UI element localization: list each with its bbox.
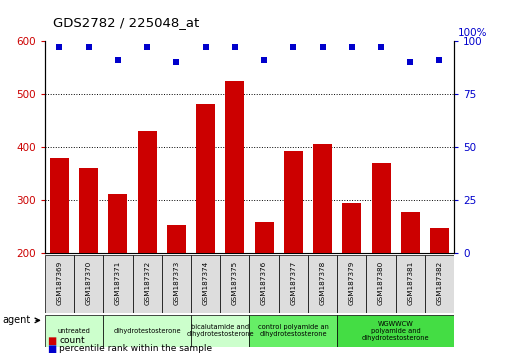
Point xyxy=(435,57,444,63)
Point xyxy=(55,44,64,50)
Point xyxy=(231,44,239,50)
Bar xyxy=(337,315,454,347)
Text: ■: ■ xyxy=(48,344,57,354)
Point xyxy=(260,57,268,63)
Bar xyxy=(372,163,391,253)
Text: GSM187382: GSM187382 xyxy=(437,261,442,305)
Text: WGWWCW
polyamide and
dihydrotestosterone: WGWWCW polyamide and dihydrotestosterone xyxy=(362,321,429,341)
Bar xyxy=(45,315,103,347)
Text: percentile rank within the sample: percentile rank within the sample xyxy=(59,344,212,353)
Bar xyxy=(79,168,98,253)
Bar xyxy=(425,255,454,313)
Text: 100%: 100% xyxy=(458,28,488,38)
Text: control polyamide an
dihydrotestosterone: control polyamide an dihydrotestosterone xyxy=(258,325,329,337)
Text: GSM187376: GSM187376 xyxy=(261,261,267,305)
Text: GSM187377: GSM187377 xyxy=(290,261,296,305)
Bar xyxy=(133,255,162,313)
Text: GSM187372: GSM187372 xyxy=(144,261,150,305)
Bar xyxy=(138,131,157,253)
Bar xyxy=(220,255,250,313)
Text: GSM187381: GSM187381 xyxy=(407,261,413,305)
Point xyxy=(143,44,152,50)
Text: count: count xyxy=(59,336,85,345)
Point xyxy=(318,44,327,50)
Bar xyxy=(279,255,308,313)
Bar xyxy=(191,315,249,347)
Bar xyxy=(50,158,69,253)
Bar xyxy=(103,255,133,313)
Bar xyxy=(401,212,420,253)
Text: GSM187370: GSM187370 xyxy=(86,261,92,305)
Text: GSM187380: GSM187380 xyxy=(378,261,384,305)
Text: GDS2782 / 225048_at: GDS2782 / 225048_at xyxy=(53,16,199,29)
Bar xyxy=(249,315,337,347)
Bar xyxy=(366,255,395,313)
Bar xyxy=(45,255,74,313)
Bar xyxy=(103,315,191,347)
Bar xyxy=(342,202,361,253)
Text: dihydrotestosterone: dihydrotestosterone xyxy=(114,328,181,334)
Point xyxy=(114,57,122,63)
Bar xyxy=(254,222,274,253)
Bar xyxy=(308,255,337,313)
Point xyxy=(84,44,93,50)
Text: bicalutamide and
dihydrotestosterone: bicalutamide and dihydrotestosterone xyxy=(186,325,254,337)
Point xyxy=(406,59,414,65)
Point xyxy=(172,59,181,65)
Bar xyxy=(167,225,186,253)
Text: untreated: untreated xyxy=(58,328,90,334)
Text: GSM187371: GSM187371 xyxy=(115,261,121,305)
Text: GSM187373: GSM187373 xyxy=(173,261,180,305)
Bar xyxy=(191,255,220,313)
Bar xyxy=(313,144,332,253)
Bar xyxy=(430,228,449,253)
Text: ■: ■ xyxy=(48,336,57,346)
Text: agent: agent xyxy=(2,315,31,325)
Text: GSM187378: GSM187378 xyxy=(319,261,326,305)
Bar xyxy=(284,150,303,253)
Bar xyxy=(395,255,425,313)
Bar xyxy=(108,194,127,253)
Bar xyxy=(162,255,191,313)
Bar xyxy=(225,80,244,253)
Text: GSM187374: GSM187374 xyxy=(203,261,209,305)
Text: GSM187369: GSM187369 xyxy=(56,261,62,305)
Text: GSM187379: GSM187379 xyxy=(349,261,355,305)
Point xyxy=(201,44,210,50)
Bar xyxy=(74,255,103,313)
Bar xyxy=(249,255,279,313)
Point xyxy=(377,44,385,50)
Point xyxy=(347,44,356,50)
Bar xyxy=(196,104,215,253)
Bar xyxy=(337,255,366,313)
Text: GSM187375: GSM187375 xyxy=(232,261,238,305)
Point xyxy=(289,44,298,50)
